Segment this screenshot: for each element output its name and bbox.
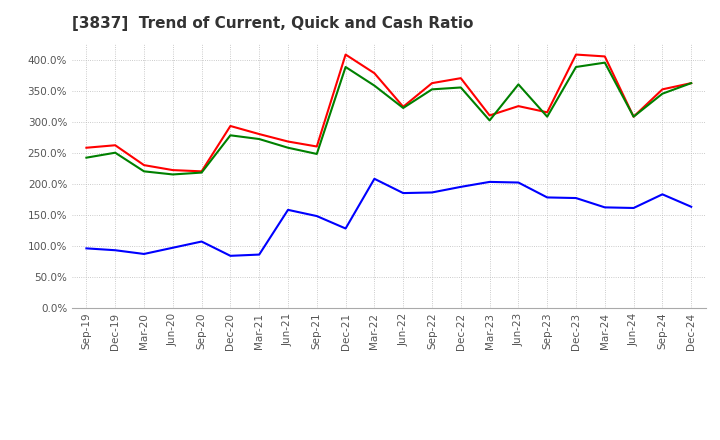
Cash Ratio (284, 207, 292, 213)
Cash Ratio (456, 184, 465, 190)
Current Ratio (370, 70, 379, 76)
Current Ratio (226, 123, 235, 128)
Quick Ratio (341, 64, 350, 70)
Quick Ratio (572, 64, 580, 70)
Current Ratio (572, 52, 580, 57)
Current Ratio (284, 139, 292, 144)
Cash Ratio (600, 205, 609, 210)
Cash Ratio (370, 176, 379, 181)
Quick Ratio (514, 82, 523, 87)
Cash Ratio (341, 226, 350, 231)
Cash Ratio (226, 253, 235, 258)
Current Ratio (111, 143, 120, 148)
Line: Quick Ratio: Quick Ratio (86, 62, 691, 174)
Quick Ratio (428, 87, 436, 92)
Current Ratio (312, 144, 321, 149)
Current Ratio (341, 52, 350, 57)
Cash Ratio (82, 246, 91, 251)
Cash Ratio (629, 205, 638, 211)
Quick Ratio (399, 105, 408, 110)
Current Ratio (428, 81, 436, 86)
Cash Ratio (197, 239, 206, 244)
Current Ratio (543, 110, 552, 115)
Cash Ratio (255, 252, 264, 257)
Quick Ratio (312, 151, 321, 157)
Quick Ratio (197, 170, 206, 175)
Quick Ratio (370, 83, 379, 88)
Current Ratio (140, 162, 148, 168)
Quick Ratio (82, 155, 91, 160)
Cash Ratio (572, 195, 580, 201)
Cash Ratio (312, 213, 321, 219)
Current Ratio (600, 54, 609, 59)
Current Ratio (456, 76, 465, 81)
Current Ratio (168, 168, 177, 173)
Quick Ratio (629, 114, 638, 119)
Cash Ratio (514, 180, 523, 185)
Current Ratio (514, 103, 523, 109)
Cash Ratio (658, 192, 667, 197)
Quick Ratio (456, 85, 465, 90)
Current Ratio (687, 81, 696, 86)
Quick Ratio (111, 150, 120, 155)
Line: Cash Ratio: Cash Ratio (86, 179, 691, 256)
Quick Ratio (658, 91, 667, 96)
Cash Ratio (687, 204, 696, 209)
Cash Ratio (428, 190, 436, 195)
Current Ratio (485, 113, 494, 118)
Current Ratio (82, 145, 91, 150)
Quick Ratio (284, 145, 292, 150)
Line: Current Ratio: Current Ratio (86, 55, 691, 171)
Text: [3837]  Trend of Current, Quick and Cash Ratio: [3837] Trend of Current, Quick and Cash … (72, 16, 473, 31)
Quick Ratio (168, 172, 177, 177)
Quick Ratio (600, 60, 609, 65)
Quick Ratio (687, 81, 696, 86)
Cash Ratio (543, 195, 552, 200)
Current Ratio (197, 169, 206, 174)
Cash Ratio (399, 191, 408, 196)
Current Ratio (629, 114, 638, 119)
Quick Ratio (543, 114, 552, 119)
Quick Ratio (485, 118, 494, 123)
Cash Ratio (140, 251, 148, 257)
Quick Ratio (255, 136, 264, 142)
Current Ratio (255, 132, 264, 137)
Cash Ratio (111, 248, 120, 253)
Quick Ratio (226, 133, 235, 138)
Current Ratio (399, 104, 408, 110)
Cash Ratio (485, 179, 494, 184)
Cash Ratio (168, 245, 177, 250)
Quick Ratio (140, 169, 148, 174)
Current Ratio (658, 87, 667, 92)
